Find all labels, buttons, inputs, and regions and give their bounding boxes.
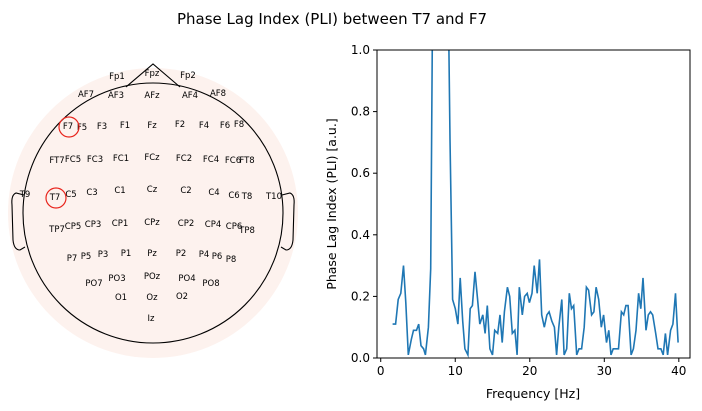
electrode-label-t8: T8: [241, 192, 253, 202]
electrode-label-cp1: CP1: [112, 219, 128, 229]
electrode-label-t9: T9: [19, 190, 31, 200]
x-tick-label: 40: [671, 364, 686, 378]
electrode-label-fc3: FC3: [87, 155, 103, 165]
electrode-label-tp8: TP8: [238, 226, 255, 236]
electrode-label-c5: C5: [65, 190, 76, 200]
axes-frame: [376, 49, 691, 359]
y-axis-label: Phase Lag Index (PLI) [a.u.]: [324, 118, 339, 289]
electrode-label-f6: F6: [220, 121, 230, 131]
electrode-label-c2: C2: [180, 186, 191, 196]
electrode-label-poz: POz: [144, 272, 161, 282]
electrode-label-po4: PO4: [178, 274, 195, 284]
electrode-label-fpz: Fpz: [145, 69, 160, 79]
electrode-label-fp1: Fp1: [109, 72, 125, 82]
electrode-label-cp4: CP4: [205, 220, 221, 230]
electrode-label-po8: PO8: [202, 279, 219, 289]
electrode-label-p7: P7: [67, 254, 78, 264]
electrode-label-p4: P4: [199, 250, 210, 260]
electrode-label-t7: T7: [49, 193, 61, 203]
pli-plot: 0 10 20 30 40 0.0 0.2 0.4 0.6 0.8 1.0 Frequency [H…: [324, 43, 691, 401]
x-tick-label: 10: [448, 364, 463, 378]
electrode-label-o1: O1: [115, 293, 127, 303]
electrode-label-f7: F7: [63, 122, 73, 132]
electrode-label-po7: PO7: [85, 279, 102, 289]
electrode-label-ft8: FT8: [239, 156, 254, 166]
electrode-label-p3: P3: [98, 250, 109, 260]
electrode-label-fc5: FC5: [65, 155, 81, 165]
electrode-label-f5: F5: [77, 123, 87, 133]
y-tick-label: 0.6: [351, 166, 370, 180]
y-tick-label: 0.4: [351, 228, 370, 242]
electrode-label-f2: F2: [175, 120, 185, 130]
electrode-label-cpz: CPz: [144, 218, 160, 228]
y-tick-label: 0.8: [351, 105, 370, 119]
electrode-label-fc2: FC2: [176, 154, 192, 164]
x-axis-label: Frequency [Hz]: [486, 386, 580, 401]
electrode-label-p2: P2: [176, 249, 187, 259]
electrode-label-f4: F4: [199, 121, 209, 131]
y-tick-label: 0.2: [351, 289, 370, 303]
electrode-label-p1: P1: [121, 249, 132, 259]
head-outline: [22, 82, 284, 344]
electrode-label-af3: AF3: [108, 91, 124, 101]
electrode-label-fz: Fz: [147, 121, 157, 131]
electrode-label-pz: Pz: [147, 249, 157, 259]
electrode-label-oz: Oz: [146, 293, 158, 303]
y-tick-label: 1.0: [351, 43, 370, 57]
electrode-label-fc4: FC4: [203, 155, 219, 165]
x-tick-label: 20: [522, 364, 537, 378]
electrode-label-fcz: FCz: [144, 153, 160, 163]
electrode-label-p6: P6: [212, 252, 223, 262]
highlight-marker-t7: [45, 187, 67, 209]
electrode-label-cp3: CP3: [85, 220, 101, 230]
axis-ticks: 0 10 20 30 40 0.0 0.2 0.4 0.6 0.8 1.0: [351, 43, 687, 378]
y-tick-label: 0.0: [351, 351, 370, 365]
electrode-label-c6: C6: [228, 191, 239, 201]
figure-title: Phase Lag Index (PLI) between T7 and F7: [177, 10, 487, 28]
electrode-label-po3: PO3: [108, 274, 125, 284]
right-ear: [280, 192, 295, 251]
electrode-label-cp5: CP5: [65, 222, 81, 232]
electrode-label-af4: AF4: [182, 91, 198, 101]
electrode-label-p5: P5: [81, 252, 92, 262]
topomap: Fp1 Fpz Fp2 AF7 AF3 AFz AF4 AF8 F7 F5 F3 F1 Fz F2 F4 F6…: [8, 63, 298, 358]
electrode-label-af8: AF8: [210, 89, 226, 99]
electrode-label-f1: F1: [120, 121, 130, 131]
electrode-label-c1: C1: [114, 186, 125, 196]
electrode-labels: Fp1 Fpz Fp2 AF7 AF3 AFz AF4 AF8 F7 F5 F3 F1 Fz F2 F4 F6…: [19, 69, 282, 324]
electrode-label-iz: Iz: [148, 314, 156, 324]
electrode-label-f8: F8: [234, 120, 244, 130]
left-ear: [11, 192, 26, 251]
electrode-label-f3: F3: [97, 122, 107, 132]
electrode-label-cp2: CP2: [178, 219, 194, 229]
electrode-label-cz: Cz: [147, 185, 158, 195]
x-tick-label: 0: [377, 364, 385, 378]
electrode-label-fp2: Fp2: [180, 71, 196, 81]
pli-line-series: [392, 50, 679, 358]
highlight-marker-f7: [58, 116, 80, 138]
topomap-background: [8, 68, 298, 358]
electrode-label-fc1: FC1: [113, 154, 129, 164]
electrode-label-t10: T10: [265, 192, 282, 202]
electrode-label-afz: AFz: [144, 91, 160, 101]
electrode-label-cp6: CP6: [226, 222, 242, 232]
electrode-label-af7: AF7: [78, 90, 94, 100]
electrode-label-ft7: FT7: [49, 156, 64, 166]
electrode-label-o2: O2: [176, 292, 188, 302]
x-tick-label: 30: [597, 364, 612, 378]
electrode-label-c3: C3: [86, 188, 97, 198]
electrode-label-c4: C4: [208, 188, 219, 198]
electrode-label-p8: P8: [226, 255, 237, 265]
nose-outline: [125, 63, 181, 88]
electrode-label-fc6: FC6: [225, 156, 241, 166]
electrode-label-tp7: TP7: [48, 225, 65, 235]
